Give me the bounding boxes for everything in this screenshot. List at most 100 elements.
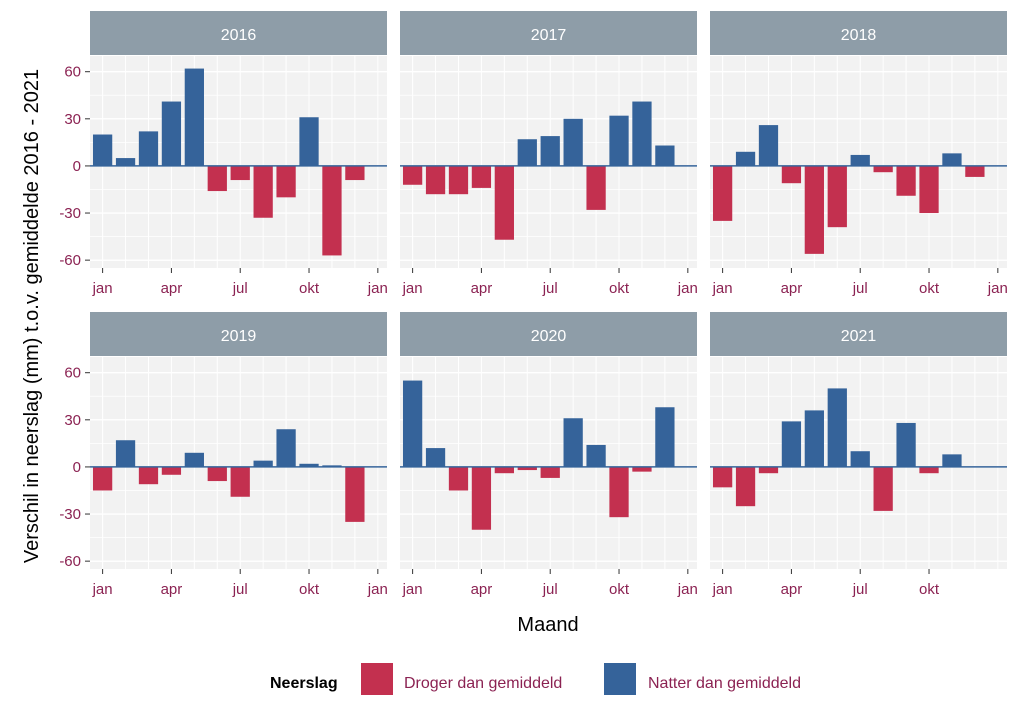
bar-2019-month-1 <box>92 466 113 491</box>
bar-2018-month-7 <box>850 154 870 166</box>
bar-2019-month-3 <box>138 466 159 485</box>
bar-2021-month-6 <box>827 388 847 467</box>
legend-label-natter: Natter dan gemiddeld <box>648 675 801 692</box>
bar-2019-month-2 <box>115 440 136 467</box>
bar-2016-month-11 <box>322 165 342 256</box>
bar-2019-month-6 <box>207 466 227 482</box>
bar-2021-month-5 <box>804 410 824 467</box>
bar-2016-month-7 <box>230 165 250 181</box>
bar-2016-month-10 <box>299 117 319 166</box>
y-tick-label: 30 <box>64 111 81 128</box>
bar-2019-month-5 <box>184 452 204 467</box>
bar-2016-month-1 <box>92 134 113 166</box>
panel-strip-2019 <box>90 312 387 356</box>
bar-2016-month-8 <box>253 165 273 218</box>
panel-title-2020: 2020 <box>531 328 567 345</box>
y-tick-label: 30 <box>64 412 81 429</box>
x-tick-label: apr <box>161 581 183 598</box>
legend-swatch-natter <box>604 663 636 695</box>
x-tick-label: okt <box>919 280 940 297</box>
x-axis-title: Maand <box>517 614 578 636</box>
panel-background-2020 <box>400 357 697 569</box>
bar-2020-month-1 <box>402 380 423 467</box>
bar-2016-month-12 <box>345 165 365 181</box>
bar-2020-month-5 <box>494 466 514 474</box>
panel-2017: 2017 jan apr jul okt jan <box>400 11 698 297</box>
bar-2021-month-8 <box>873 466 893 511</box>
x-tick-label: apr <box>781 581 803 598</box>
bar-2018-month-11 <box>942 153 962 166</box>
panel-title-2018: 2018 <box>841 27 877 44</box>
y-axis-title: Verschil in neerslag (mm) t.o.v. gemidde… <box>21 69 43 563</box>
bar-2020-month-4 <box>471 466 492 530</box>
bar-2018-month-5 <box>804 165 824 254</box>
x-tick-label: jan <box>92 581 113 598</box>
bar-2016-month-2 <box>115 158 136 166</box>
legend: Neerslag Droger dan gemiddeld Natter dan… <box>270 663 801 695</box>
bar-2017-month-9 <box>586 165 606 210</box>
x-tick-label: jul <box>542 280 558 297</box>
panel-title-2016: 2016 <box>221 27 257 44</box>
bar-2018-month-3 <box>758 125 779 166</box>
panels-group: 2016 60 30 0 -30 -60 jan apr jul okt jan 2017 jan apr… <box>59 11 1008 598</box>
x-tick-label: apr <box>781 280 803 297</box>
bar-2021-month-10 <box>919 466 939 474</box>
x-tick-label: jul <box>542 581 558 598</box>
bar-2017-month-6 <box>517 139 537 166</box>
bar-2018-month-12 <box>965 165 985 177</box>
x-tick-label: okt <box>299 280 320 297</box>
bar-2019-month-10 <box>299 463 319 467</box>
y-tick-label: -30 <box>59 205 81 222</box>
panel-strip-2017 <box>400 11 697 55</box>
panel-title-2021: 2021 <box>841 328 877 345</box>
x-tick-label: jan <box>987 280 1008 297</box>
bar-2019-month-11 <box>322 465 342 467</box>
x-tick-label: okt <box>609 581 630 598</box>
panel-2019: 2019 60 30 0 -30 -60 jan apr jul okt jan <box>59 312 388 598</box>
bar-2016-month-3 <box>138 131 159 166</box>
bar-2018-month-6 <box>827 165 847 228</box>
bar-2017-month-12 <box>655 145 675 166</box>
bar-2020-month-2 <box>425 448 446 467</box>
panel-title-2017: 2017 <box>531 27 567 44</box>
bar-2017-month-3 <box>448 165 469 195</box>
panel-strip-2020 <box>400 312 697 356</box>
bar-2020-month-6 <box>517 466 537 471</box>
bar-2020-month-11 <box>632 466 652 472</box>
panel-strip-2018 <box>710 11 1007 55</box>
bar-2017-month-2 <box>425 165 446 195</box>
bar-2019-month-7 <box>230 466 250 497</box>
panel-title-2019: 2019 <box>221 328 257 345</box>
bar-2021-month-2 <box>735 466 756 507</box>
panel-strip-2021 <box>710 312 1007 356</box>
bar-2021-month-4 <box>781 421 802 467</box>
bar-2021-month-11 <box>942 454 962 467</box>
bar-2017-month-1 <box>402 165 423 185</box>
bar-2020-month-10 <box>609 466 629 518</box>
bar-2020-month-12 <box>655 407 675 467</box>
bar-2021-month-7 <box>850 451 870 467</box>
y-tick-label: 0 <box>73 158 81 175</box>
x-tick-label: okt <box>609 280 630 297</box>
x-tick-label: apr <box>471 280 493 297</box>
bar-2016-month-4 <box>161 101 182 166</box>
bar-2019-month-4 <box>161 466 182 475</box>
x-tick-label: jan <box>712 581 733 598</box>
x-tick-label: jan <box>402 280 423 297</box>
bar-2017-month-5 <box>494 165 514 240</box>
bar-2018-month-9 <box>896 165 916 196</box>
bar-2019-month-9 <box>276 429 296 467</box>
x-tick-label: jan <box>712 280 733 297</box>
x-tick-label: okt <box>919 581 940 598</box>
bar-2017-month-10 <box>609 115 629 166</box>
panel-2021: 2021 jan apr jul okt <box>710 312 1007 598</box>
bar-2017-month-4 <box>471 165 492 188</box>
x-tick-label: jan <box>402 581 423 598</box>
legend-swatch-droger <box>361 663 393 695</box>
bar-2016-month-9 <box>276 165 296 198</box>
panel-2020: 2020 jan apr jul okt jan <box>400 312 698 598</box>
bar-2018-month-4 <box>781 165 802 184</box>
legend-title: Neerslag <box>270 675 338 692</box>
x-tick-label: jul <box>232 280 248 297</box>
